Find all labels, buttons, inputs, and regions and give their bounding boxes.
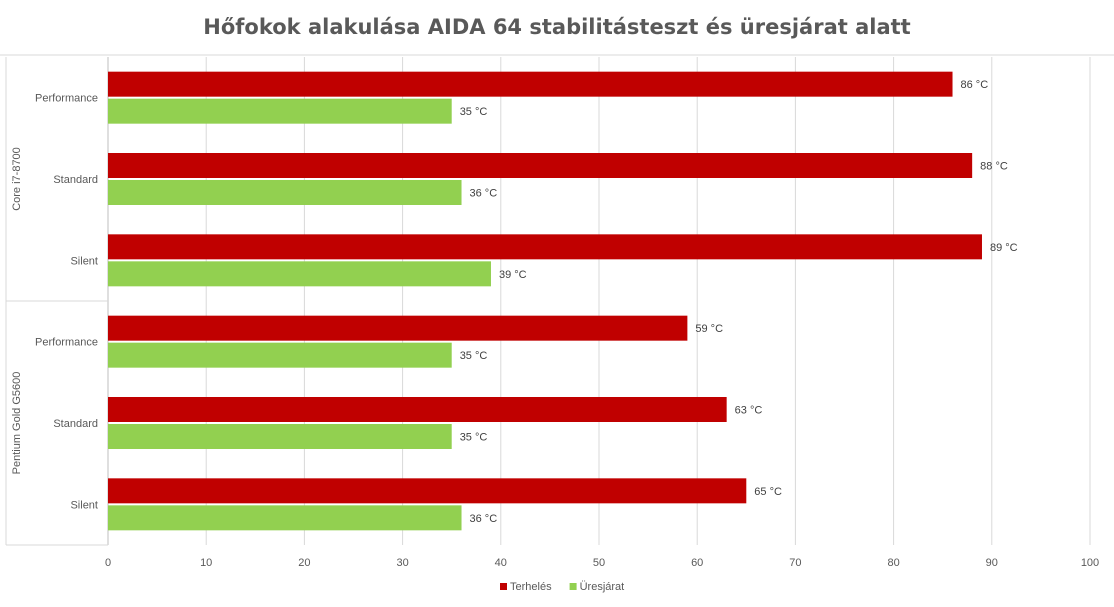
bar-uresjarat xyxy=(108,424,452,449)
data-label: 59 °C xyxy=(695,323,723,335)
category-label: Silent xyxy=(70,255,98,267)
legend-swatch xyxy=(500,583,507,590)
x-tick-label: 30 xyxy=(396,557,408,569)
bar-uresjarat xyxy=(108,342,452,368)
bar-uresjarat xyxy=(108,98,452,124)
x-tick-label: 50 xyxy=(593,557,605,569)
legend-label: Üresjárat xyxy=(580,581,625,593)
chart-title: Hőfokok alakulása AIDA 64 stabilitástesz… xyxy=(203,15,910,39)
x-tick-label: 60 xyxy=(691,557,703,569)
data-label: 65 °C xyxy=(754,486,782,498)
data-label: 36 °C xyxy=(470,188,498,200)
category-label: Performance xyxy=(35,337,98,349)
bar-uresjarat xyxy=(108,505,462,531)
category-label: Standard xyxy=(53,174,98,186)
x-axis-ticks: 0 10 20 30 40 50 60 70 80 90 100 xyxy=(105,557,1099,569)
data-label: 89 °C xyxy=(990,242,1018,254)
x-tick-label: 20 xyxy=(298,557,310,569)
data-label: 35 °C xyxy=(460,106,488,118)
bar-terheles xyxy=(108,153,973,178)
group-label: Pentium Gold G5600 xyxy=(11,372,23,475)
bar-terheles xyxy=(108,397,727,422)
data-label: 63 °C xyxy=(735,405,763,417)
bar-terheles xyxy=(108,478,747,504)
legend-label: Terhelés xyxy=(510,581,552,593)
data-label: 35 °C xyxy=(460,350,488,362)
bar-uresjarat xyxy=(108,261,491,287)
data-label: 36 °C xyxy=(470,513,498,525)
legend: Terhelés Üresjárat xyxy=(500,581,624,593)
category-label: Silent xyxy=(70,499,98,511)
data-label: 35 °C xyxy=(460,432,488,444)
x-tick-label: 90 xyxy=(986,557,998,569)
x-tick-label: 70 xyxy=(789,557,801,569)
bar-uresjarat xyxy=(108,180,462,205)
category-label: Standard xyxy=(53,418,98,430)
bar-terheles xyxy=(108,234,982,260)
x-tick-label: 80 xyxy=(887,557,899,569)
category-label: Performance xyxy=(35,93,98,105)
legend-swatch xyxy=(569,583,577,590)
group-label: Core i7-8700 xyxy=(11,147,23,211)
category-axis: Core i7-8700 Pentium Gold G5600 Performanc… xyxy=(5,57,109,546)
bar-terheles xyxy=(108,315,688,341)
gridlines xyxy=(205,57,1091,545)
data-label: 86 °C xyxy=(961,79,989,91)
x-tick-label: 40 xyxy=(495,557,507,569)
x-tick-label: 100 xyxy=(1081,557,1099,569)
x-tick-label: 0 xyxy=(105,557,111,569)
bar-terheles xyxy=(108,71,953,97)
bars: 86 °C 35 °C 88 °C 36 °C 89 °C 39 °C 59 °C 35 °C… xyxy=(108,71,1018,531)
data-label: 39 °C xyxy=(499,269,527,281)
x-tick-label: 10 xyxy=(200,557,212,569)
data-label: 88 °C xyxy=(980,161,1008,173)
